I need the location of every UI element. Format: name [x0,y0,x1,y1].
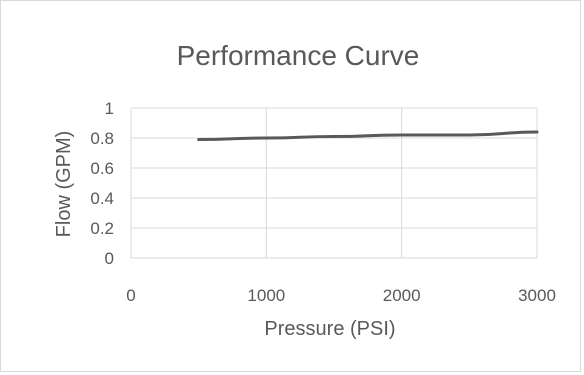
series-line-0 [197,130,539,141]
y-axis-title: Flow (GPM) [53,131,75,238]
x-tick-label-3: 3000 [518,286,556,305]
x-axis-title: Pressure (PSI) [264,318,395,340]
data-series [197,130,539,141]
y-tick-label-1: 0.2 [90,219,114,238]
y-tick-label-0: 0 [105,249,114,268]
chart-title: Performance Curve [177,40,420,71]
axes [130,108,537,259]
y-tick-label-3: 0.6 [90,159,114,178]
x-tick-label-2: 2000 [383,286,421,305]
y-tick-label-2: 0.4 [90,189,114,208]
y-tick-label-5: 1 [105,99,114,118]
y-tick-label-4: 0.8 [90,129,114,148]
y-axis-tick-labels: 0 0.2 0.4 0.6 0.8 1 [90,99,114,268]
x-tick-label-1: 1000 [247,286,285,305]
x-axis-tick-labels: 0 1000 2000 3000 [126,286,556,305]
gridlines [131,107,538,258]
x-tick-label-0: 0 [126,286,135,305]
